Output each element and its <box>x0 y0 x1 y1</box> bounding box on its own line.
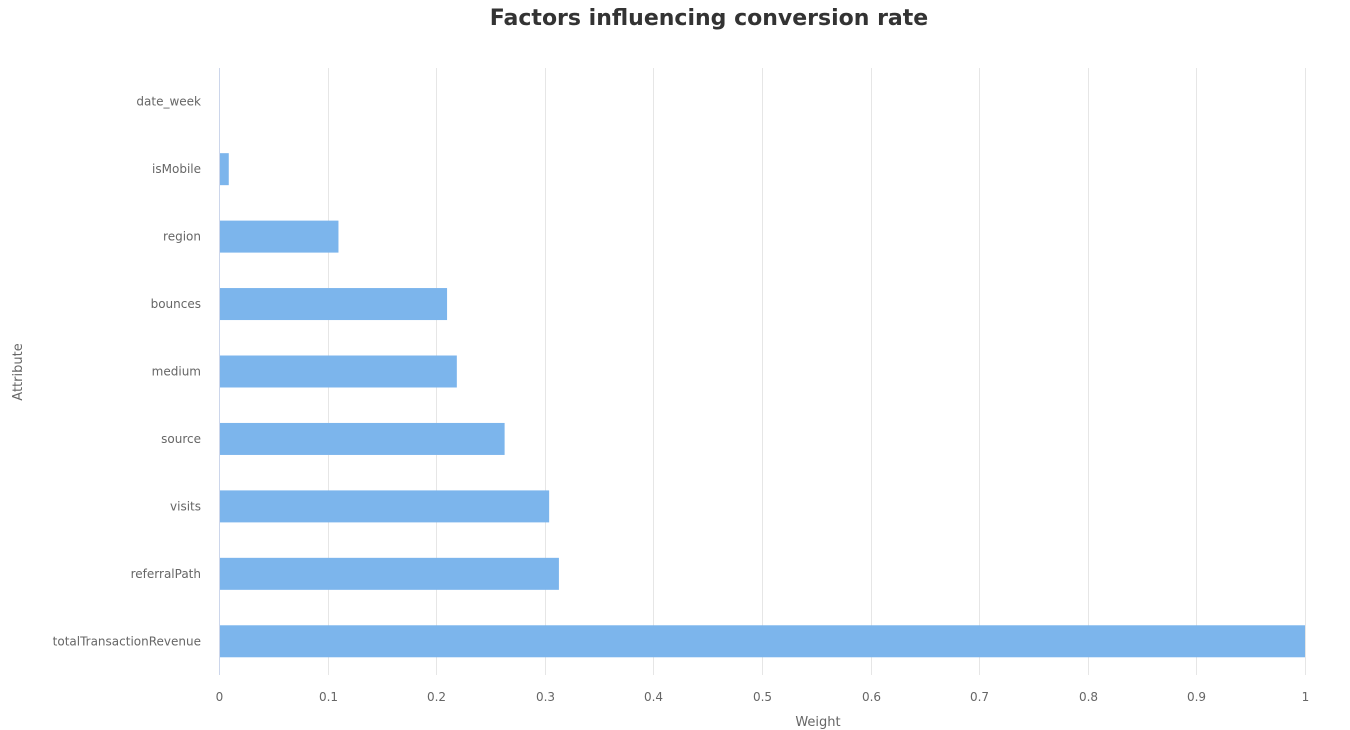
x-tick-label: 0.1 <box>319 690 338 704</box>
chart-title: Factors influencing conversion rate <box>489 6 929 31</box>
category-label: source <box>161 432 201 446</box>
x-tick-label: 0.3 <box>536 690 555 704</box>
bars <box>220 153 1305 658</box>
category-label: medium <box>152 365 201 379</box>
x-tick-label: 1 <box>1302 690 1310 704</box>
x-tick-label: 0.6 <box>862 690 881 704</box>
x-tick-label: 0.4 <box>644 690 663 704</box>
y-axis-title: Attribute <box>11 343 26 400</box>
x-tick-label: 0.2 <box>427 690 446 704</box>
x-tick-label: 0.7 <box>970 690 989 704</box>
bar-bounces[interactable] <box>220 288 448 321</box>
x-tick-label: 0 <box>216 690 224 704</box>
x-tick-label: 0.8 <box>1079 690 1098 704</box>
category-label: bounces <box>151 297 201 311</box>
bar-totalTransactionRevenue[interactable] <box>220 625 1305 658</box>
bar-isMobile[interactable] <box>220 153 229 186</box>
bar-visits[interactable] <box>220 490 550 523</box>
bar-referralPath[interactable] <box>220 557 559 590</box>
x-tick-label: 0.9 <box>1187 690 1206 704</box>
category-label: isMobile <box>152 162 201 176</box>
category-label: region <box>163 230 201 244</box>
bar-medium[interactable] <box>220 355 457 388</box>
category-label: totalTransactionRevenue <box>53 634 201 648</box>
category-label: referralPath <box>131 567 201 581</box>
x-tick-labels: 0 0.1 0.2 0.3 0.4 0.5 0.6 0.7 0.8 0.9 1 <box>216 690 1310 704</box>
x-tick-label: 0.5 <box>753 690 772 704</box>
category-label: visits <box>170 499 201 513</box>
x-axis-title: Weight <box>795 715 840 730</box>
category-label: date_week <box>136 95 201 109</box>
bar-region[interactable] <box>220 220 339 253</box>
category-labels: date_week isMobile region bounces medium sour… <box>53 95 201 649</box>
bar-source[interactable] <box>220 422 505 455</box>
